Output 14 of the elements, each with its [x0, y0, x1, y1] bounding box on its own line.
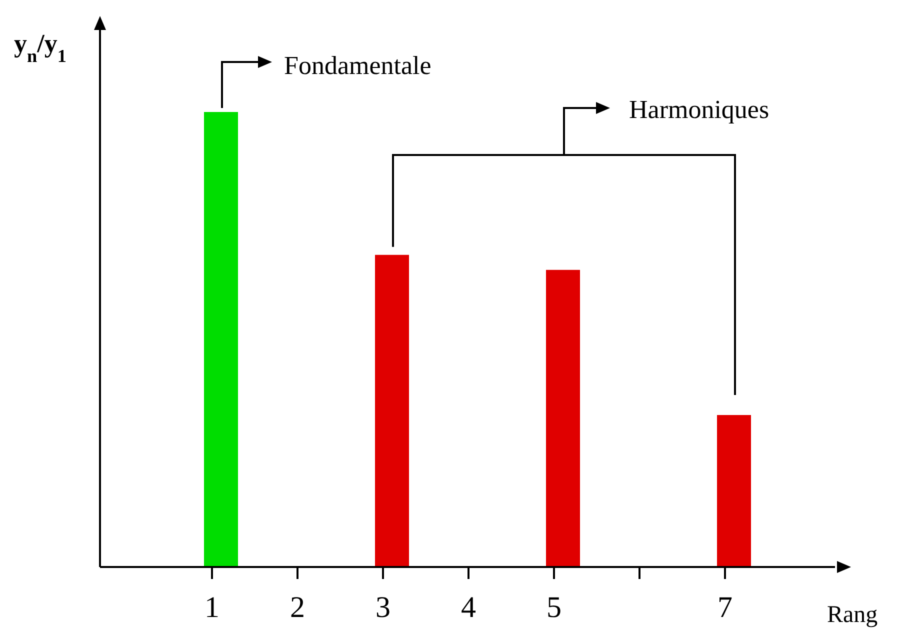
annotation: Harmoniques [629, 95, 770, 124]
bar [717, 415, 751, 567]
x-tick-label: 1 [204, 591, 220, 624]
x-tick-label: 3 [376, 591, 390, 624]
bar [375, 254, 409, 567]
x-tick-label: 4 [461, 591, 476, 624]
y-axis-title: y$_{n}$/y$_{1}$ [14, 29, 66, 66]
x-tick-label: 2 [290, 591, 305, 624]
text: Fondamentale [284, 51, 432, 80]
x-axis-title: Rang [827, 602, 878, 628]
bar [204, 112, 238, 567]
bar [546, 270, 580, 567]
x-tick-label: 7 [718, 591, 732, 624]
x-tick-label: 5 [546, 591, 562, 624]
